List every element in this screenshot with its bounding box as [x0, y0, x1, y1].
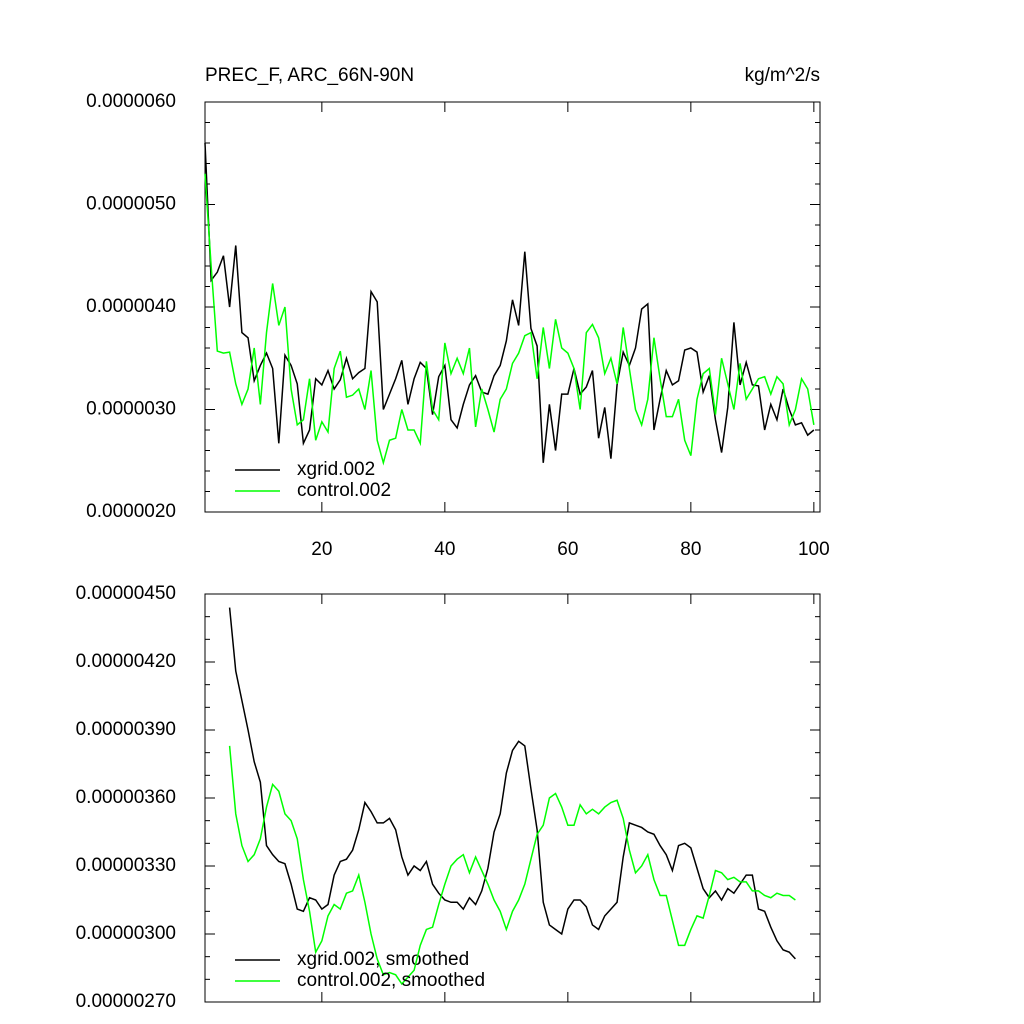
- y-tick-label: 0.00000450: [76, 583, 176, 604]
- legend-label: control.002, smoothed: [297, 970, 485, 991]
- legend-label: xgrid.002, smoothed: [297, 949, 469, 970]
- legend-label: xgrid.002: [297, 459, 375, 480]
- x-tick-label: 40: [434, 539, 455, 560]
- data-line: [228, 607, 796, 960]
- x-tick-label: 100: [798, 539, 830, 560]
- plot-frame: [204, 593, 821, 1003]
- y-tick-label: 0.00000390: [76, 719, 176, 740]
- y-tick-label: 0.00000360: [76, 787, 176, 808]
- x-tick-label: 20: [311, 539, 332, 560]
- x-tick-label: 80: [680, 539, 701, 560]
- y-tick-label: 0.00000300: [76, 923, 176, 944]
- y-tick-label: 0.00000420: [76, 651, 176, 672]
- data-line: [228, 745, 796, 986]
- y-tick-label: 0.00000270: [76, 991, 176, 1012]
- units-label: kg/m^2/s: [745, 65, 820, 86]
- y-tick-label: 0.0000030: [86, 399, 176, 420]
- data-line: [204, 142, 815, 463]
- x-tick-label: 60: [557, 539, 578, 560]
- y-tick-label: 0.0000060: [86, 91, 176, 112]
- y-tick-label: 0.0000050: [86, 194, 176, 215]
- y-tick-label: 0.0000040: [86, 296, 176, 317]
- chart-title: PREC_F, ARC_66N-90N: [205, 65, 414, 86]
- legend-label: control.002: [297, 480, 391, 501]
- data-line: [204, 173, 815, 466]
- y-tick-label: 0.0000020: [86, 501, 176, 522]
- plot-frame: [204, 101, 821, 513]
- y-tick-label: 0.00000330: [76, 855, 176, 876]
